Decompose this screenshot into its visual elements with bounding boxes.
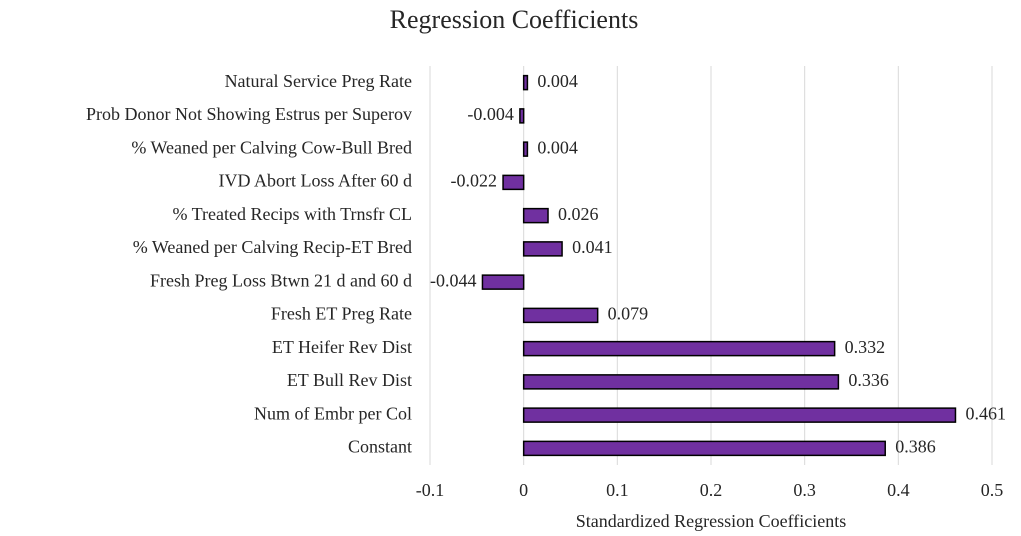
x-tick-label: 0.4 bbox=[887, 480, 910, 500]
y-tick-label: Fresh Preg Loss Btwn 21 d and 60 d bbox=[150, 270, 412, 290]
data-label: 0.461 bbox=[965, 403, 1006, 423]
bar bbox=[522, 241, 563, 257]
bar bbox=[522, 374, 840, 390]
data-label: 0.004 bbox=[537, 71, 578, 91]
data-label: -0.044 bbox=[430, 270, 477, 290]
y-tick-label: Fresh ET Preg Rate bbox=[271, 304, 412, 324]
y-tick-label: IVD Abort Loss After 60 d bbox=[219, 171, 412, 191]
bar bbox=[481, 274, 525, 290]
x-tick-label: 0.5 bbox=[981, 480, 1004, 500]
data-label: 0.332 bbox=[845, 337, 886, 357]
y-tick-label: Prob Donor Not Showing Estrus per Supero… bbox=[86, 104, 412, 124]
x-axis-label: Standardized Regression Coefficients bbox=[576, 511, 847, 531]
data-label: 0.079 bbox=[608, 304, 649, 324]
x-tick-label: 0.3 bbox=[793, 480, 816, 500]
data-label: 0.026 bbox=[558, 204, 599, 224]
x-tick-label: -0.1 bbox=[416, 480, 445, 500]
data-label: 0.041 bbox=[572, 237, 613, 257]
x-tick-label: 0 bbox=[519, 480, 528, 500]
y-tick-label: % Weaned per Calving Cow-Bull Bred bbox=[131, 137, 412, 157]
y-tick-label: % Weaned per Calving Recip-ET Bred bbox=[133, 237, 412, 257]
bar bbox=[522, 440, 886, 457]
bar bbox=[522, 74, 529, 91]
bar bbox=[522, 307, 599, 324]
y-tick-label: Constant bbox=[348, 437, 412, 457]
bar bbox=[519, 108, 525, 124]
y-tick-label: Num of Embr per Col bbox=[254, 403, 412, 423]
bar bbox=[522, 407, 957, 423]
data-label: 0.004 bbox=[537, 137, 578, 157]
bar bbox=[502, 174, 525, 191]
x-tick-label: 0.1 bbox=[606, 480, 629, 500]
y-tick-label: % Treated Recips with Trnsfr CL bbox=[172, 204, 412, 224]
y-tick-label: ET Heifer Rev Dist bbox=[272, 337, 412, 357]
data-label: 0.386 bbox=[895, 437, 936, 457]
bar bbox=[522, 340, 836, 357]
data-label: -0.022 bbox=[451, 171, 498, 191]
bar bbox=[522, 207, 549, 224]
data-label: 0.336 bbox=[848, 370, 889, 390]
bar bbox=[522, 141, 529, 157]
data-label: -0.004 bbox=[467, 104, 514, 124]
y-tick-label: Natural Service Preg Rate bbox=[225, 71, 412, 91]
x-tick-label: 0.2 bbox=[700, 480, 723, 500]
y-tick-label: ET Bull Rev Dist bbox=[287, 370, 412, 390]
chart-title: Regression Coefficients bbox=[390, 5, 639, 34]
